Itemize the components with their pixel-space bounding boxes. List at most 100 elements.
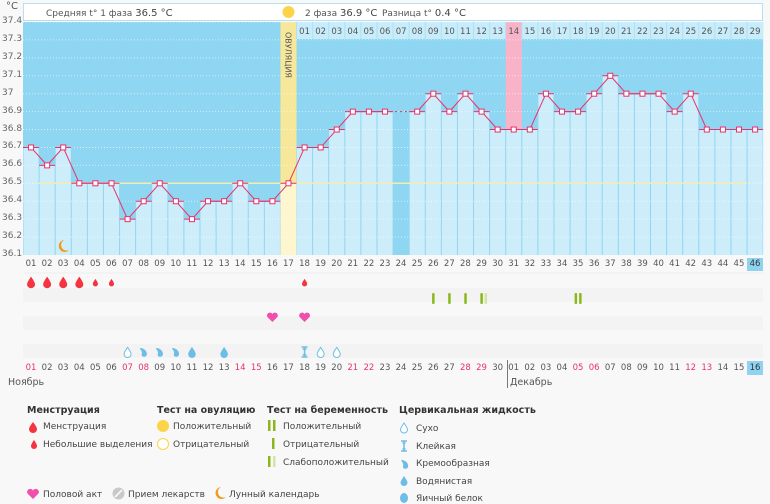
creamy-icon <box>155 348 163 357</box>
temp-bar <box>55 147 71 255</box>
cycle-day-label: 34 <box>556 259 568 269</box>
luteal-day-label: 16 <box>541 27 552 37</box>
y-tick-label: 36.7 <box>2 141 23 152</box>
markers-area <box>23 272 763 358</box>
calendar-date-label[interactable]: 10 <box>170 363 182 373</box>
temp-point <box>687 90 694 97</box>
cycle-day-label: 04 <box>73 259 85 269</box>
calendar-date-label[interactable]: 06 <box>588 363 600 373</box>
temp-point <box>76 180 83 187</box>
cycle-day-label: 10 <box>170 259 182 269</box>
temp-bar <box>23 147 39 255</box>
calendar-date-label[interactable]: 19 <box>315 363 327 373</box>
luteal-day-label: 13 <box>492 27 503 37</box>
watery-drop-icon <box>188 346 196 358</box>
y-tick-label: 36.9 <box>2 105 23 116</box>
diff-label: Разница t° <box>382 9 432 19</box>
calendar-date-label[interactable]: 27 <box>443 363 455 373</box>
cycle-day-label: 08 <box>138 259 150 269</box>
calendar-date-label[interactable]: 23 <box>379 363 391 373</box>
drop-outline-icon <box>316 346 325 359</box>
calendar-date-label[interactable]: 16 <box>747 361 764 375</box>
calendar-date-label[interactable]: 18 <box>299 363 310 373</box>
temp-point <box>301 144 308 151</box>
calendar-date-label[interactable]: 06 <box>106 363 117 373</box>
calendar-date-label[interactable]: 24 <box>395 363 407 373</box>
cycle-day-label: 38 <box>620 259 632 269</box>
calendar-date-label[interactable]: 13 <box>218 363 230 373</box>
cycle-day-label: 42 <box>685 259 697 269</box>
cycle-day-label: 20 <box>331 259 343 269</box>
cycle-day-label: 37 <box>604 259 616 269</box>
calendar-date-label[interactable]: 09 <box>154 363 166 373</box>
cycle-day-label: 19 <box>315 259 327 269</box>
calendar-date-label[interactable]: 07 <box>604 363 616 373</box>
calendar-date-label[interactable]: 26 <box>427 363 439 373</box>
calendar-date-label[interactable]: 11 <box>186 363 198 373</box>
calendar-date-label[interactable]: 11 <box>669 363 680 373</box>
calendar-date-label[interactable]: 30 <box>492 363 504 373</box>
calendar-date-label[interactable]: 05 <box>89 363 101 373</box>
calendar-date-label[interactable]: 14 <box>234 363 246 373</box>
calendar-date-label[interactable]: 16 <box>266 363 278 373</box>
temp-bar <box>216 201 232 255</box>
calendar-date-label[interactable]: 01 <box>508 363 520 373</box>
cycle-day-label: 11 <box>186 259 198 269</box>
calendar-date-label[interactable]: 08 <box>138 363 150 373</box>
calendar-date-label[interactable]: 22 <box>363 363 375 373</box>
temp-point <box>719 126 726 133</box>
calendar-date-label[interactable]: 10 <box>653 363 664 373</box>
cycle-day-label: 26 <box>427 259 439 269</box>
calendar-date-label[interactable]: 04 <box>556 363 568 373</box>
temp-bar <box>683 93 699 255</box>
temp-line-segment <box>62 147 80 184</box>
calendar-date-label[interactable]: 15 <box>250 363 262 373</box>
calendar-date-label[interactable]: 05 <box>572 363 584 373</box>
luteal-day-label: 07 <box>396 27 407 37</box>
calendar-date-label[interactable]: 12 <box>685 363 697 373</box>
calendar-date-label[interactable]: 15 <box>733 363 745 373</box>
y-tick-label: 36.4 <box>2 195 23 206</box>
calendar-date-label[interactable]: 02 <box>524 363 536 373</box>
temp-point <box>559 108 566 115</box>
luteal-header-row <box>296 22 764 39</box>
diff-value: 0.4 °C <box>434 8 466 19</box>
egg-white-icon <box>400 493 408 503</box>
calendar-date-label[interactable]: 07 <box>122 363 133 373</box>
calendar-date-label[interactable]: 01 <box>25 363 37 373</box>
temp-bar <box>248 201 264 255</box>
calendar-date-label[interactable]: 25 <box>411 363 423 373</box>
phase1-summary: Средняя t° 1 фаза 36.5 °C <box>46 8 173 19</box>
calendar-date-label[interactable]: 09 <box>636 363 648 373</box>
luteal-day-label: 29 <box>750 27 761 37</box>
temp-point <box>221 198 228 205</box>
heart-icon <box>266 312 278 322</box>
phase-summary-header: Средняя t° 1 фаза 36.5 °C 2 фаза 36.9 °C… <box>23 3 763 21</box>
calendar-date-label[interactable]: 04 <box>73 363 85 373</box>
temp-point <box>478 108 485 115</box>
cycle-day-label: 25 <box>411 259 423 269</box>
calendar-date-label[interactable]: 20 <box>331 363 343 373</box>
calendar-date-label[interactable]: 13 <box>701 363 713 373</box>
calendar-date-label[interactable]: 28 <box>460 363 471 373</box>
heart-icon <box>27 488 39 499</box>
blood-drop-icon <box>27 276 36 289</box>
calendar-date-label[interactable]: 08 <box>620 363 632 373</box>
calendar-date-label[interactable]: 29 <box>476 363 487 373</box>
calendar-date-label[interactable]: 14 <box>717 363 729 373</box>
calendar-date-label[interactable]: 21 <box>347 363 359 373</box>
y-tick-label: 37.3 <box>2 33 23 44</box>
cycle-day-label: 01 <box>25 259 37 269</box>
calendar-date-label[interactable]: 12 <box>202 363 214 373</box>
legend-ov-negative: Отрицательный <box>173 440 250 450</box>
sun-filled-icon <box>157 420 169 432</box>
calendar-date-label[interactable]: 03 <box>57 363 69 373</box>
temp-bar <box>136 201 152 255</box>
creamy-icon <box>139 348 147 357</box>
calendar-date-label[interactable]: 17 <box>283 363 294 373</box>
calendar-date-label[interactable]: 03 <box>540 363 552 373</box>
phase2-summary: 2 фаза 36.9 °C <box>305 8 377 19</box>
calendar-date-label[interactable]: 02 <box>41 363 53 373</box>
cycle-day-label: 28 <box>460 259 471 269</box>
temp-bar <box>506 129 522 255</box>
